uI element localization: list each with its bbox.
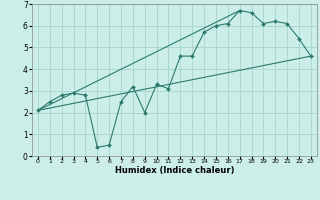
X-axis label: Humidex (Indice chaleur): Humidex (Indice chaleur) bbox=[115, 166, 234, 175]
